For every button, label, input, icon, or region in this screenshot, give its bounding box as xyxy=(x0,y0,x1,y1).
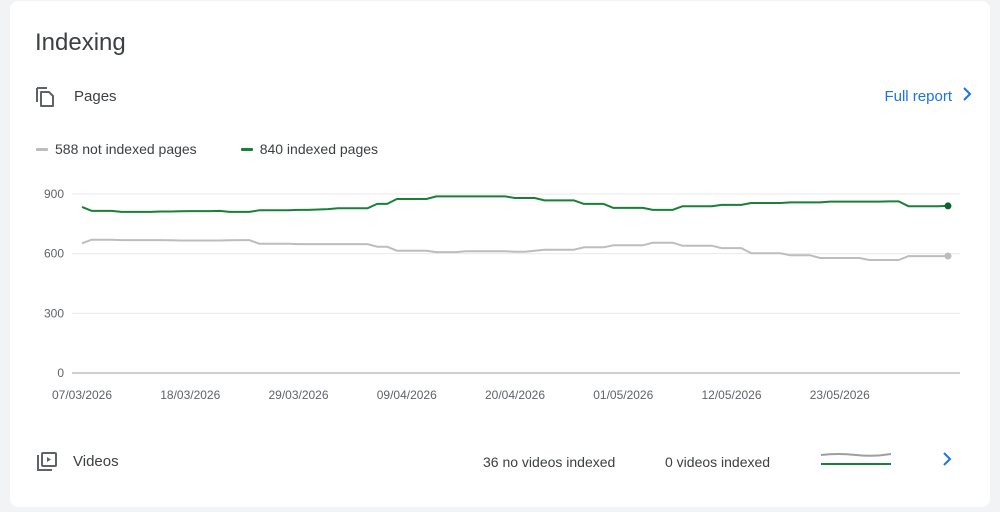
videos-indexed-stat: 0 videos indexed xyxy=(665,454,771,470)
chart-legend: 588 not indexed pages 840 indexed pages xyxy=(36,141,378,157)
series-endpoint-indexed xyxy=(944,202,952,210)
series-line-indexed xyxy=(81,195,949,213)
legend-item-not-indexed[interactable]: 588 not indexed pages xyxy=(36,141,197,157)
x-tick-label: 18/03/2026 xyxy=(160,388,220,402)
y-tick-label: 300 xyxy=(44,306,64,320)
legend-label-not-indexed: 588 not indexed pages xyxy=(55,141,197,157)
videos-icon xyxy=(36,451,58,478)
indexing-card: Indexing Pages Full report 588 not index… xyxy=(10,1,990,507)
y-tick-label: 0 xyxy=(57,366,64,380)
videos-label: Videos xyxy=(73,453,119,470)
card-title: Indexing xyxy=(35,29,126,56)
full-report-label: Full report xyxy=(884,87,952,105)
full-report-link[interactable]: Full report xyxy=(884,87,972,105)
x-tick-label: 12/05/2026 xyxy=(701,388,761,402)
sparkline-not-indexed xyxy=(820,453,892,457)
chevron-right-icon xyxy=(962,87,972,105)
legend-item-indexed[interactable]: 840 indexed pages xyxy=(240,141,379,157)
indexing-line-chart: 0 300 600 900 07/03/2026 18/03/2026 29/03/2026… xyxy=(44,187,960,402)
x-tick-label: 07/03/2026 xyxy=(52,388,112,402)
legend-swatch-not-indexed xyxy=(36,147,48,151)
legend-swatch-indexed xyxy=(240,147,253,151)
x-tick-label: 20/04/2026 xyxy=(485,388,545,402)
x-tick-label: 29/03/2026 xyxy=(268,388,328,402)
x-tick-label: 09/04/2026 xyxy=(377,388,437,402)
no-videos-indexed-stat: 36 no videos indexed xyxy=(483,454,616,470)
y-tick-label: 900 xyxy=(44,187,64,201)
series-line-not-indexed xyxy=(81,238,948,261)
pages-icon xyxy=(34,85,56,114)
y-tick-label: 600 xyxy=(44,247,64,261)
legend-label-indexed: 840 indexed pages xyxy=(259,141,379,157)
videos-chevron-icon[interactable] xyxy=(942,452,952,471)
series-endpoint-not-indexed xyxy=(944,252,952,260)
videos-sparkline xyxy=(820,453,892,465)
x-tick-label: 01/05/2026 xyxy=(593,388,653,402)
x-tick-label: 23/05/2026 xyxy=(810,388,870,402)
pages-label: Pages xyxy=(74,88,117,105)
